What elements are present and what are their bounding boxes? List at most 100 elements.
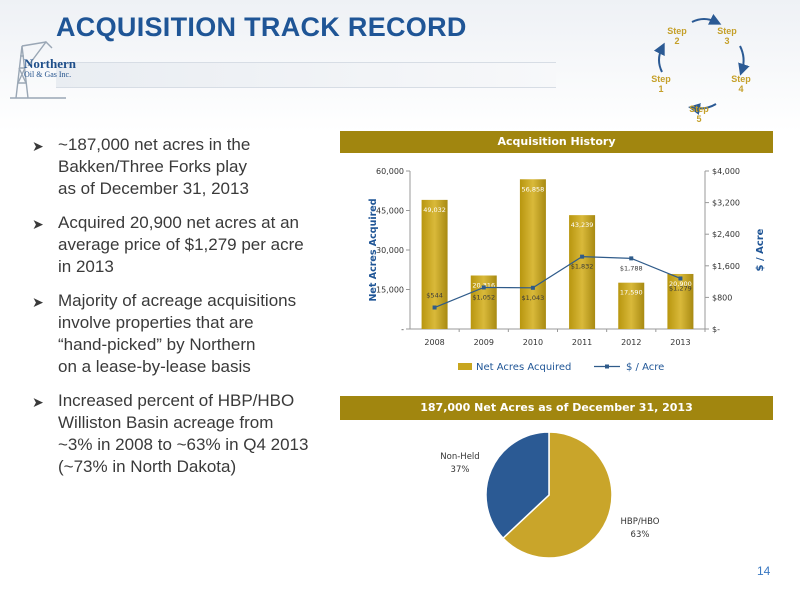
bullet-item: ➤ ~187,000 net acres in the Bakken/Three…	[32, 134, 327, 200]
line-point	[530, 285, 535, 290]
acquisition-history-chart: - 15,000 30,000 45,000 60,000 $- $800 $1,600 $2,…	[368, 167, 766, 373]
acreage-pie-chart: HBP/HBO 63% Non-Held 37%	[440, 431, 660, 559]
company-logo: Northern Oil & Gas Inc.	[24, 56, 76, 79]
logo-line2: Oil & Gas Inc.	[24, 70, 72, 79]
x-tick-label: 2009	[474, 338, 494, 347]
bullet-item: ➤ Increased percent of HBP/HBO Williston…	[32, 390, 327, 478]
logo-line1: Northern	[24, 56, 76, 71]
line-point	[629, 256, 634, 261]
oil-derrick-logo-icon	[10, 40, 66, 99]
y2-tick-label: $1,600	[712, 262, 740, 271]
bullet-line: as of December 31, 2013	[58, 179, 249, 198]
step-5-label: Step 5	[684, 104, 714, 124]
bullet-item: ➤ Acquired 20,900 net acres at an averag…	[32, 212, 327, 278]
y-axis-title: Net Acres Acquired	[368, 198, 379, 301]
line-data-label: $1,279	[669, 284, 692, 292]
bar-data-label: 56,858	[522, 185, 545, 193]
y-tick-label: 30,000	[376, 246, 404, 255]
step-1-text: Step 1	[651, 74, 671, 94]
x-tick-label: 2010	[523, 338, 543, 347]
bar-data-label: 43,239	[571, 221, 594, 229]
step-cycle-arrows-icon	[653, 13, 750, 115]
bullet-line: Williston Basin acreage from	[58, 413, 274, 432]
pie-value-hbp-hbo: 63%	[631, 530, 650, 540]
bullet-line: Bakken/Three Forks play	[58, 157, 247, 176]
bullet-item: ➤ Majority of acreage acquisitions invol…	[32, 290, 327, 378]
pie-label-non-held: Non-Held	[440, 452, 479, 462]
bullet-line: ~3% in 2008 to ~63% in Q4 2013	[58, 435, 309, 454]
bar-data-label: 20,900	[669, 280, 692, 288]
bullet-line: (~73% in North Dakota)	[58, 457, 237, 476]
title-rule	[56, 62, 556, 88]
step-2-label: Step 2	[662, 26, 692, 46]
bullet-line: Acquired 20,900 net acres at an	[58, 213, 299, 232]
pie-slice-non-held	[485, 431, 550, 540]
arrow-bullet-icon: ➤	[32, 216, 44, 232]
y-tick-label: 45,000	[376, 207, 404, 216]
pie-value-non-held: 37%	[451, 465, 470, 475]
bar-net-acres	[519, 179, 546, 329]
bar-net-acres	[421, 199, 448, 329]
step-3-text: Step 3	[717, 26, 737, 46]
line-dollar-per-acre	[434, 256, 681, 309]
legend-swatch-marker	[605, 364, 609, 369]
step-5-text: Step 5	[689, 104, 709, 124]
page-number: 14	[757, 564, 771, 578]
y-tick-label: 60,000	[376, 167, 404, 176]
bullet-line: on a lease-by-lease basis	[58, 357, 251, 376]
y2-axis-title: $ / Acre	[755, 228, 766, 271]
bar-net-acres	[470, 275, 497, 329]
bullet-line: Majority of acreage acquisitions	[58, 291, 297, 310]
step-3-label: Step 3	[712, 26, 742, 46]
step-1-label: Step 1	[646, 74, 676, 94]
line-point	[481, 285, 486, 290]
x-tick-label: 2008	[424, 338, 444, 347]
bar-data-label: 17,590	[620, 289, 643, 297]
bar-net-acres	[618, 282, 645, 329]
line-data-label: $544	[426, 292, 443, 300]
line-data-label: $1,788	[620, 264, 643, 272]
step-4-text: Step 4	[731, 74, 751, 94]
line-data-label: $1,043	[522, 294, 545, 302]
bullet-list: ➤ ~187,000 net acres in the Bakken/Three…	[32, 134, 327, 490]
y2-tick-label: $3,200	[712, 199, 740, 208]
bullet-line: in 2013	[58, 257, 114, 276]
legend-label-dollar-per-acre: $ / Acre	[626, 362, 664, 373]
x-tick-label: 2011	[572, 338, 592, 347]
step-2-text: Step 2	[667, 26, 687, 46]
step-4-label: Step 4	[726, 74, 756, 94]
pie-chart-title: 187,000 Net Acres as of December 31, 201…	[340, 396, 773, 420]
bullet-line: average price of $1,279 per acre	[58, 235, 304, 254]
acquisition-chart-title: Acquisition History	[340, 131, 773, 153]
arrow-bullet-icon: ➤	[32, 394, 44, 410]
y-tick-label: 15,000	[376, 286, 404, 295]
bullet-line: involve properties that are	[58, 313, 254, 332]
pie-label-hbp-hbo: HBP/HBO	[621, 517, 660, 527]
arrow-bullet-icon: ➤	[32, 138, 44, 154]
line-point	[678, 276, 683, 281]
x-tick-label: 2012	[621, 338, 641, 347]
line-data-label: $1,052	[472, 293, 495, 301]
line-data-label: $1,832	[571, 263, 594, 271]
line-point	[580, 254, 585, 259]
y2-tick-label: $-	[712, 325, 720, 334]
bullet-line: Increased percent of HBP/HBO	[58, 391, 295, 410]
legend-swatch-bar	[458, 363, 472, 370]
page-title: ACQUISITION TRACK RECORD	[56, 12, 467, 42]
bar-data-label: 49,032	[423, 206, 446, 214]
bullet-line: “hand-picked” by Northern	[58, 335, 256, 354]
x-tick-label: 2013	[670, 338, 690, 347]
line-point	[432, 305, 437, 310]
y2-tick-label: $2,400	[712, 230, 740, 239]
bar-net-acres	[667, 273, 694, 329]
y-tick-label: -	[401, 325, 404, 334]
legend-label-net-acres: Net Acres Acquired	[476, 362, 571, 373]
step-cycle-diagram: Step 1 Step 2 Step 3 Step 4 Step 5	[636, 8, 776, 128]
bullet-line: ~187,000 net acres in the	[58, 135, 251, 154]
arrow-bullet-icon: ➤	[32, 294, 44, 310]
bar-net-acres	[569, 215, 596, 329]
y2-tick-label: $800	[712, 293, 732, 302]
y2-tick-label: $4,000	[712, 167, 740, 176]
pie-slice-hbp-hbo	[502, 431, 613, 559]
